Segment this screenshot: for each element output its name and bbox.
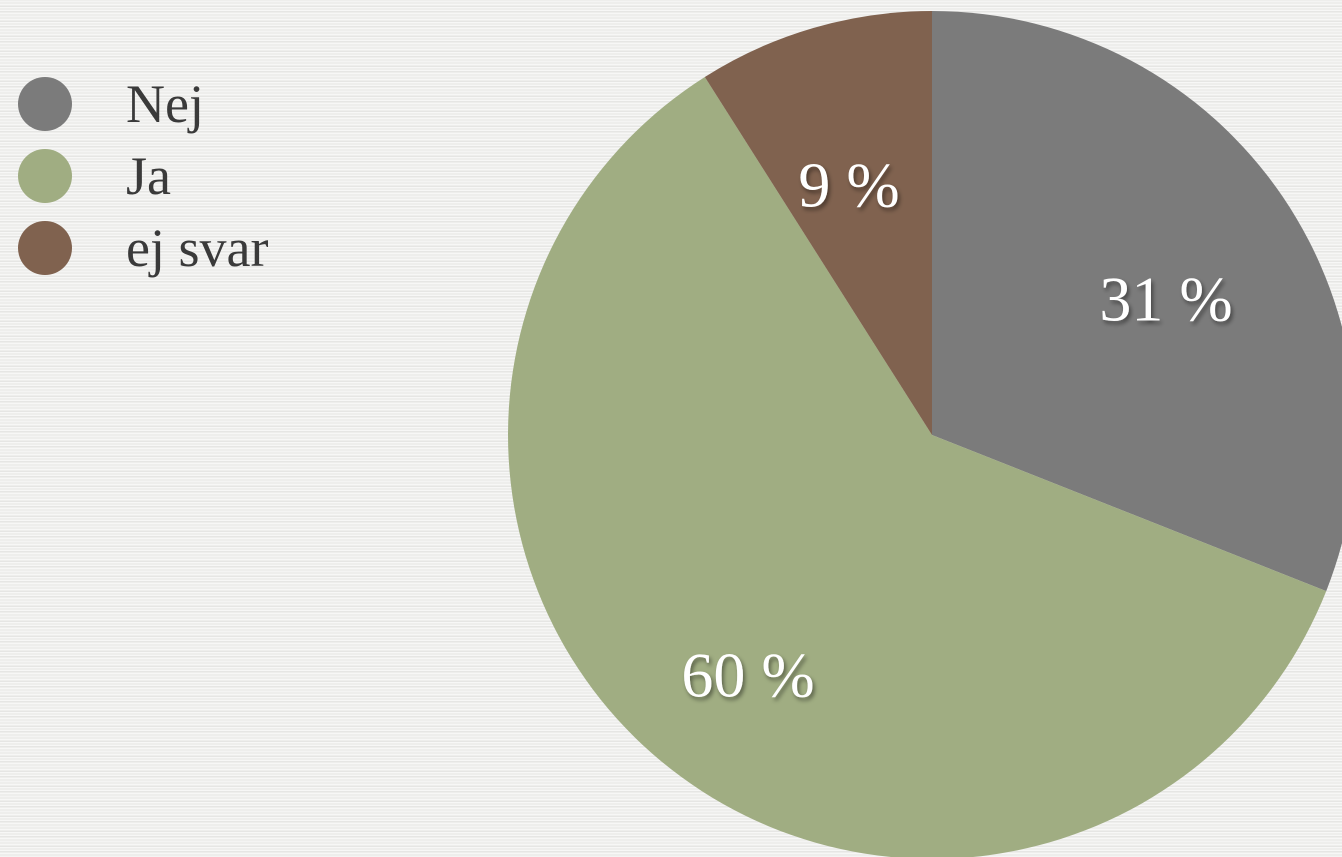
legend-item: Nej <box>18 68 268 140</box>
legend-item: ej svar <box>18 212 268 284</box>
data-label: 9 % <box>798 150 899 221</box>
legend-swatch <box>18 77 72 131</box>
legend: Nej Ja ej svar <box>18 68 268 284</box>
legend-swatch <box>18 221 72 275</box>
legend-label: Nej <box>126 74 204 134</box>
data-label: 60 % <box>681 640 814 711</box>
pie-slice <box>508 77 1327 857</box>
legend-swatch <box>18 149 72 203</box>
legend-label: Ja <box>126 146 171 206</box>
pie-slice <box>932 11 1342 592</box>
legend-item: Ja <box>18 140 268 212</box>
pie-slice <box>704 10 932 435</box>
data-label: 31 % <box>1099 264 1232 335</box>
legend-label: ej svar <box>126 218 269 278</box>
